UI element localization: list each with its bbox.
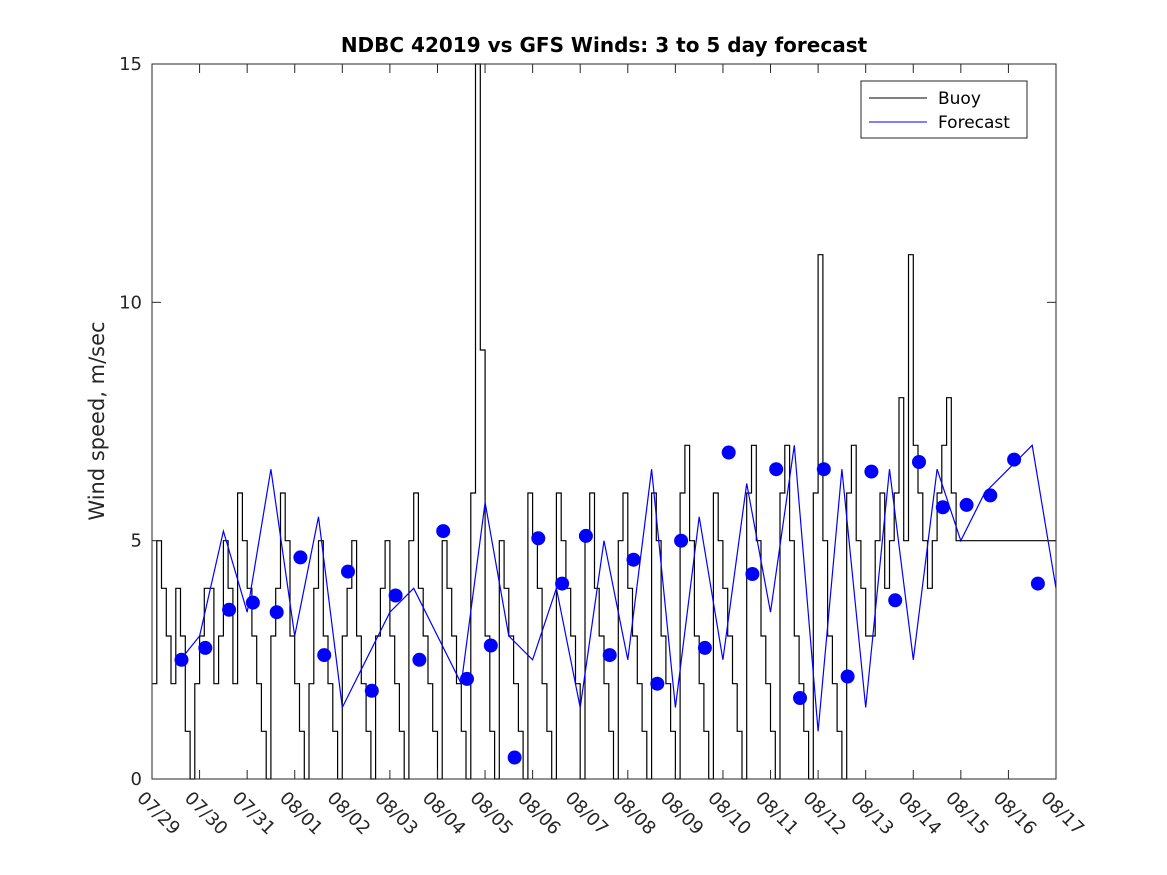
legend-label-buoy: Buoy bbox=[938, 89, 981, 109]
legend-label-forecast: Forecast bbox=[938, 113, 1010, 133]
forecast-marker bbox=[959, 497, 974, 512]
forecast-marker bbox=[793, 691, 807, 705]
forecast-marker bbox=[293, 550, 308, 565]
forecast-marker bbox=[578, 528, 593, 543]
forecast-marker bbox=[745, 567, 760, 581]
forecast-marker bbox=[888, 593, 903, 608]
forecast-marker bbox=[935, 500, 950, 515]
buoy-line bbox=[152, 63, 1056, 780]
forecast-marker bbox=[245, 595, 260, 610]
chart-title: NDBC 42019 vs GFS Winds: 3 to 5 day fore… bbox=[341, 33, 868, 57]
forecast-marker bbox=[697, 640, 712, 655]
forecast-marker bbox=[341, 564, 355, 579]
forecast-marker bbox=[1030, 576, 1045, 591]
forecast-marker bbox=[555, 576, 570, 591]
y-tick-label: 5 bbox=[131, 531, 142, 552]
forecast-marker bbox=[222, 602, 237, 617]
buoy-series bbox=[152, 63, 1056, 780]
forecast-marker bbox=[674, 533, 689, 548]
legend: Buoy Forecast bbox=[860, 80, 1028, 139]
forecast-marker bbox=[507, 750, 522, 765]
forecast-marker bbox=[317, 648, 332, 663]
forecast-marker bbox=[198, 640, 213, 655]
forecast-marker bbox=[460, 671, 474, 686]
forecast-series bbox=[180, 444, 1057, 732]
forecast-marker bbox=[650, 676, 665, 691]
forecast-marker bbox=[602, 648, 617, 663]
forecast-marker bbox=[912, 455, 926, 469]
forecast-marker bbox=[388, 588, 403, 603]
y-tick-label: 0 bbox=[131, 769, 142, 790]
forecast-marker bbox=[816, 462, 831, 477]
forecast-marker bbox=[721, 445, 736, 460]
y-tick-label: 10 bbox=[119, 292, 142, 313]
forecast-marker bbox=[483, 638, 498, 653]
forecast-marker bbox=[364, 683, 379, 698]
forecast-marker bbox=[864, 464, 879, 479]
forecast-marker bbox=[412, 652, 427, 667]
y-tick-label: 15 bbox=[119, 54, 142, 75]
forecast-marker bbox=[983, 488, 998, 503]
forecast-marker bbox=[531, 531, 546, 546]
legend-box bbox=[860, 80, 1028, 139]
forecast-marker bbox=[174, 652, 189, 667]
forecast-marker bbox=[840, 669, 855, 684]
forecast-marker bbox=[436, 524, 451, 539]
forecast-line bbox=[180, 444, 1057, 732]
plot-frame bbox=[151, 63, 1057, 780]
forecast-marker bbox=[269, 605, 284, 620]
forecast-markers bbox=[174, 445, 1045, 765]
y-axis-ticks: 0 5 10 15 bbox=[119, 54, 1056, 790]
forecast-marker bbox=[1007, 452, 1022, 467]
y-axis-label: Wind speed, m/sec bbox=[85, 321, 109, 520]
forecast-marker bbox=[626, 552, 641, 567]
forecast-marker bbox=[769, 462, 784, 477]
